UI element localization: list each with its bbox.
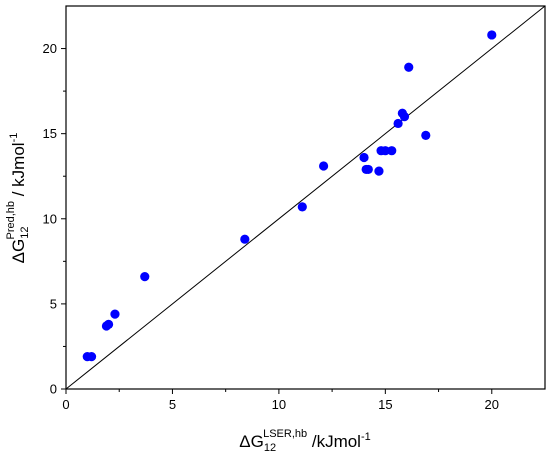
data-point <box>359 152 369 163</box>
y-tick-label: 10 <box>43 211 57 226</box>
y-tick-label: 20 <box>43 41 57 56</box>
x-tick-label: 0 <box>62 397 69 412</box>
diagonal-layer <box>65 5 546 390</box>
data-point <box>387 146 397 156</box>
data-point <box>110 309 120 319</box>
data-point <box>86 352 97 362</box>
data-point <box>240 234 250 244</box>
point-layer <box>82 30 497 362</box>
data-point <box>393 118 403 129</box>
data-point <box>318 161 329 171</box>
data-point <box>399 112 410 122</box>
x-axis-label: ΔG12LSER,hb /kJmol-1 <box>239 428 371 454</box>
data-point <box>404 62 414 72</box>
data-point <box>380 146 390 156</box>
y-axis-label: ΔG12Pred,hb / kJmol-1 <box>5 133 31 264</box>
x-tick-label: 15 <box>378 397 392 412</box>
data-point <box>421 130 431 140</box>
x-tick-label: 5 <box>169 397 176 412</box>
x-tick-label: 20 <box>485 397 499 412</box>
x-tick-label: 10 <box>272 397 286 412</box>
y-tick-label: 15 <box>43 126 57 141</box>
tick-layer: 0 5 10 15 20 0 5 10 15 20 <box>43 41 499 412</box>
y-tick-label: 5 <box>50 296 57 311</box>
y-axis-label-group: ΔG12Pred,hb / kJmol-1 <box>5 133 31 264</box>
data-point <box>487 30 497 40</box>
data-point <box>140 272 150 282</box>
y-tick-label: 0 <box>50 382 57 397</box>
data-point <box>363 164 373 175</box>
diagonal-line <box>65 5 546 390</box>
data-point <box>103 319 114 329</box>
data-point <box>297 202 307 212</box>
data-point <box>374 166 384 176</box>
